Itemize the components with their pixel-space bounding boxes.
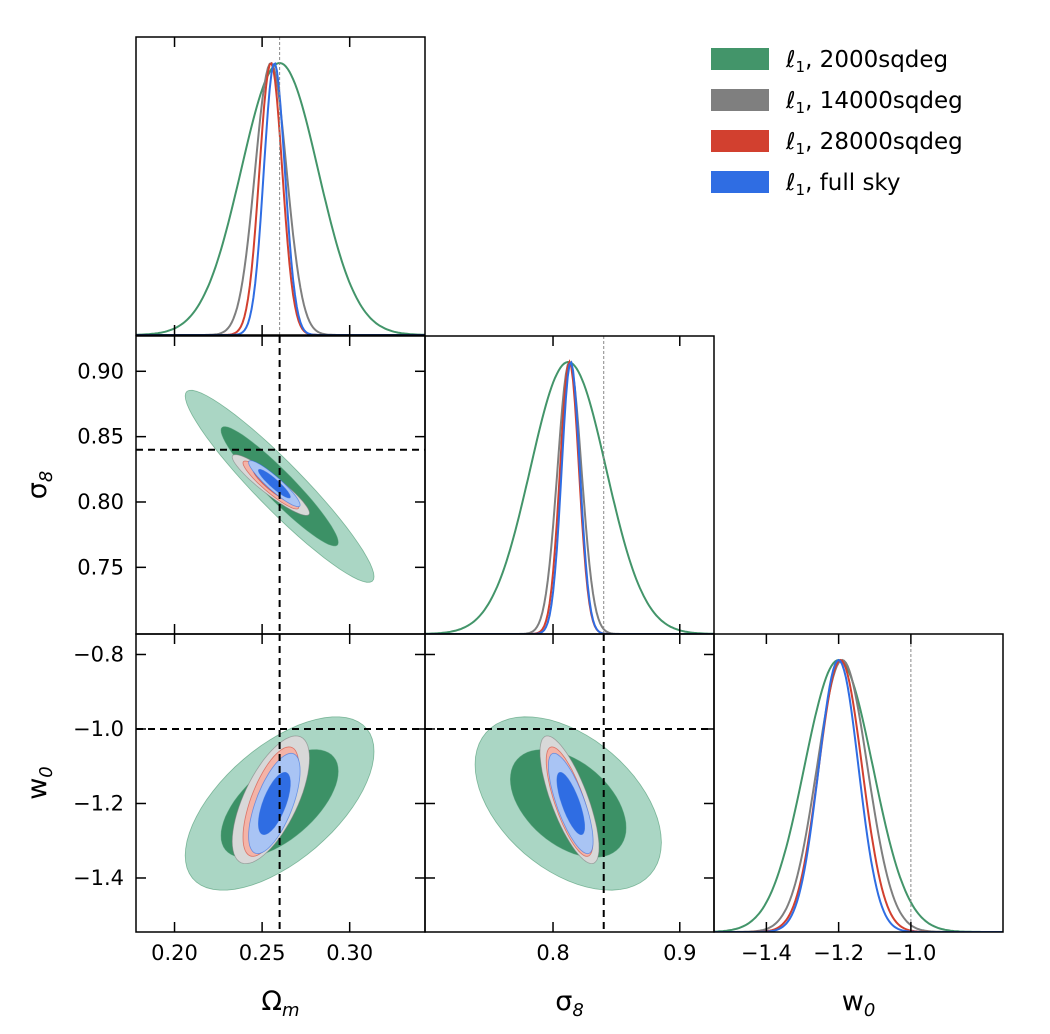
marginal-curve-full-sky	[425, 360, 714, 634]
y-tick-label: −0.8	[73, 642, 124, 666]
contour-layer	[184, 389, 662, 891]
x-axis-label-w0: w0	[842, 986, 876, 1021]
marginal-curve-2000sqdeg	[136, 62, 425, 335]
legend-swatch	[711, 89, 769, 111]
panel-frame	[135, 36, 426, 336]
contour-68-full-sky	[556, 772, 585, 835]
legend-item-2000sqdeg: ℓ1, 2000sqdeg	[711, 47, 948, 76]
x-tick-label: −1.2	[813, 941, 864, 965]
marginal-curve-2000sqdeg	[714, 658, 1003, 932]
legend-item-14000sqdeg: ℓ1, 14000sqdeg	[711, 88, 963, 117]
marginal-panel-s8	[425, 359, 714, 634]
legend: ℓ1, 2000sqdeg ℓ1, 14000sqdeg ℓ1, 28000sqde…	[711, 47, 963, 199]
legend-label: ℓ1, full sky	[785, 170, 901, 199]
y-tick-label: 0.80	[77, 490, 124, 514]
x-tick-label: 0.25	[239, 941, 286, 965]
legend-item-28000sqdeg: ℓ1, 28000sqdeg	[711, 129, 963, 158]
legend-swatch	[711, 171, 769, 193]
marginal-curve-28000sqdeg	[136, 61, 425, 335]
contour-68-full-sky	[257, 772, 291, 836]
x-tick-label: −1.0	[885, 941, 936, 965]
x-axis-label-s8: σ8	[555, 986, 584, 1021]
y-tick-label: −1.0	[73, 717, 124, 741]
marginal-panel-om	[136, 61, 425, 335]
legend-label: ℓ1, 28000sqdeg	[785, 129, 963, 158]
contour-panel-s8-w0	[474, 716, 662, 891]
x-tick-label: 0.9	[663, 941, 696, 965]
x-tick-label: −1.4	[741, 941, 792, 965]
panel-frame	[424, 335, 715, 635]
fiducial-layer	[136, 37, 912, 932]
y-tick-label: 0.85	[77, 425, 124, 449]
marginal-curve-14000sqdeg	[425, 360, 714, 634]
panel-frame	[713, 633, 1004, 933]
marginal-panel-w0	[714, 658, 1003, 932]
marginal-curve-full-sky	[136, 62, 425, 335]
y-tick-label: 0.75	[77, 555, 124, 579]
marginal-curve-28000sqdeg	[425, 359, 714, 634]
y-tick-label: −1.2	[73, 791, 124, 815]
y-axis-label-w0: w0	[22, 766, 57, 800]
legend-label: ℓ1, 2000sqdeg	[785, 47, 948, 76]
y-tick-label: 0.90	[77, 359, 124, 383]
legend-label: ℓ1, 14000sqdeg	[785, 88, 963, 117]
x-tick-label: 0.8	[536, 941, 569, 965]
marginal-curve-14000sqdeg	[714, 658, 1003, 932]
axes-layer: 0.20 0.25 0.30 Ωm 0.8 0.9 σ8 −1.4 −1.2 −1.0 w0 0.75…	[22, 36, 1004, 1021]
legend-swatch	[711, 48, 769, 70]
y-tick-label: −1.4	[73, 866, 124, 890]
contour-68-full-sky	[257, 469, 291, 499]
y-axis-label-s8: σ8	[22, 471, 57, 500]
x-tick-label: 0.30	[326, 941, 373, 965]
x-axis-label-om: Ωm	[261, 986, 299, 1021]
marginal-curve-2000sqdeg	[425, 360, 714, 634]
x-tick-label: 0.20	[151, 941, 198, 965]
legend-swatch	[711, 130, 769, 152]
curve-layer	[136, 61, 1003, 932]
legend-item-full-sky: ℓ1, full sky	[711, 170, 901, 199]
